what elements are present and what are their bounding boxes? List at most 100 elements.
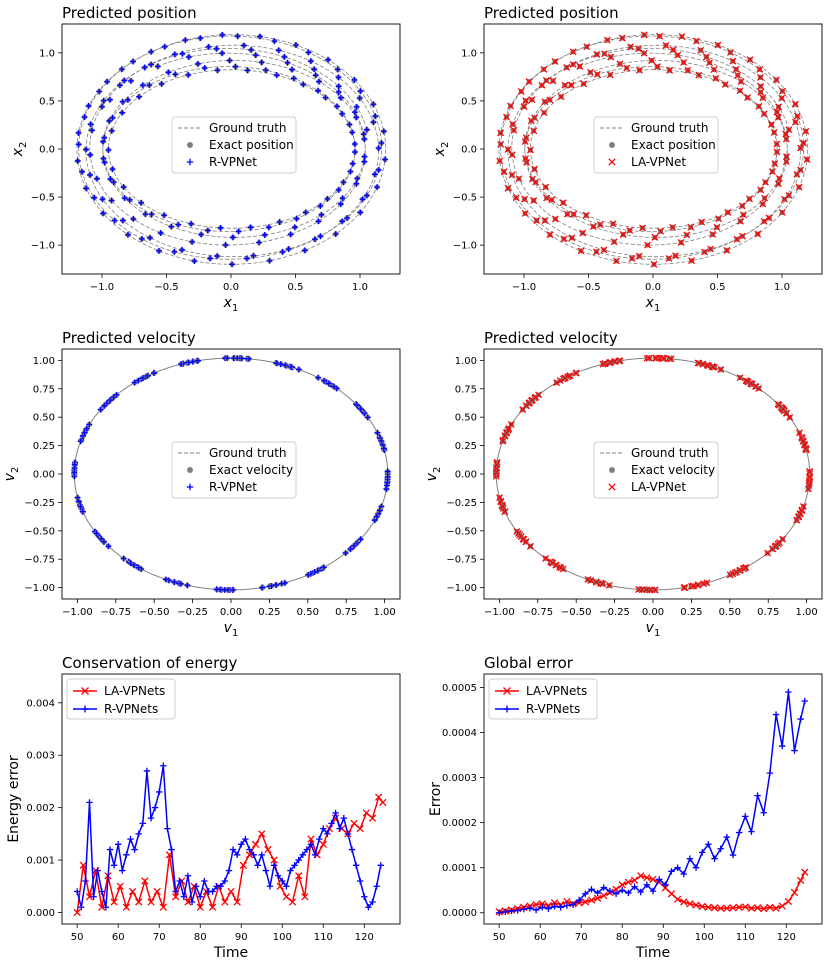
predicted-point (124, 231, 131, 238)
predicted-point (760, 217, 768, 225)
series-point (557, 904, 564, 911)
predicted-point (317, 233, 324, 240)
x-tick-label: 80 (194, 932, 207, 943)
x-tick-label: 110 (314, 932, 333, 943)
series-point (594, 889, 601, 897)
predicted-point (230, 586, 237, 593)
legend-label: R-VPNets (526, 702, 580, 716)
predicted-point (121, 77, 128, 84)
series-point (600, 884, 607, 891)
series-point (239, 861, 247, 869)
y-tick-label: 0.0001 (442, 863, 477, 874)
predicted-point (698, 218, 706, 226)
x-tick-label: −1.0 (90, 282, 114, 293)
legend: Ground truth Exact position R-VPNet (171, 116, 297, 174)
series-point (368, 814, 377, 822)
series-point (78, 904, 85, 911)
predicted-point (736, 217, 744, 225)
predicted-point (378, 139, 385, 146)
predicted-point (340, 179, 347, 186)
predicted-point (109, 166, 116, 173)
predicted-point (161, 212, 168, 219)
x-tick-label: 100 (273, 932, 292, 943)
series-point (717, 904, 725, 912)
predicted-point (221, 586, 228, 593)
predicted-point (305, 49, 312, 56)
predicted-point (359, 196, 366, 203)
series-point (315, 835, 323, 843)
series-point (539, 904, 546, 911)
predicted-point (289, 66, 296, 73)
predicted-point (335, 89, 342, 96)
predicted-point (717, 366, 725, 373)
predicted-point (188, 220, 195, 227)
legend-marker (609, 142, 615, 148)
predicted-point (713, 223, 721, 231)
predicted-point (335, 83, 342, 90)
predicted-point (146, 234, 153, 241)
y-tick-label: 0.001 (26, 856, 55, 867)
series-point (379, 798, 387, 807)
predicted-point (191, 257, 198, 264)
predicted-point (767, 121, 775, 128)
predicted-point (572, 369, 580, 377)
predicted-point (243, 255, 250, 262)
predicted-point (88, 127, 95, 134)
series-point (208, 903, 217, 911)
predicted-point (508, 171, 516, 179)
series-point (233, 898, 241, 906)
y-tick-label: 0.5 (39, 96, 55, 107)
predicted-point (742, 377, 750, 385)
predicted-point (531, 114, 539, 122)
y-axis-label: v2 (2, 467, 21, 482)
x-tick-label: −0.5 (576, 282, 600, 293)
predicted-point (771, 160, 779, 168)
predicted-point (79, 508, 86, 515)
predicted-point (285, 246, 292, 253)
legend: LA-VPNets R-VPNets (488, 678, 598, 720)
predicted-point (75, 129, 82, 136)
x-tick-label: 50 (493, 932, 506, 943)
series-point (254, 862, 261, 869)
y-tick-label: 0.75 (33, 384, 55, 395)
predicted-point (640, 31, 648, 39)
series-point (291, 862, 298, 869)
predicted-point (507, 102, 515, 110)
predicted-point (97, 406, 104, 413)
predicted-point (278, 580, 285, 587)
legend-marker (187, 467, 193, 473)
predicted-point (530, 127, 538, 135)
x-tick-label: 70 (575, 932, 588, 943)
predicted-point (106, 117, 113, 124)
panel-4: Predicted velocity −1.00 −0.75 −0.50 −0.25 0.… (424, 329, 823, 639)
series-point (270, 856, 278, 864)
predicted-point (135, 564, 142, 571)
predicted-point (496, 157, 504, 165)
ground-truth-curve (498, 34, 809, 265)
predicted-point (185, 71, 192, 78)
series-point (332, 809, 339, 817)
x-tick-label: −0.75 (100, 607, 131, 618)
predicted-point (77, 503, 84, 510)
predicted-point (161, 43, 168, 50)
legend-marker (503, 705, 511, 713)
predicted-point (182, 37, 189, 44)
predicted-point (228, 261, 235, 268)
legend-label: R-VPNet (209, 155, 257, 169)
predicted-point (522, 97, 530, 105)
legend-marker (187, 142, 193, 148)
predicted-point (279, 248, 286, 255)
series-point (295, 872, 303, 880)
predicted-point (560, 235, 568, 243)
predicted-point (83, 185, 90, 192)
predicted-point (723, 246, 731, 254)
predicted-point (759, 94, 767, 102)
series-point (680, 870, 687, 878)
predicted-point (185, 53, 192, 60)
y-tick-label: −1.00 (24, 583, 55, 594)
predicted-point (238, 355, 245, 362)
predicted-point (315, 374, 322, 381)
predicted-point (138, 199, 145, 206)
y-tick-label: 0.25 (455, 441, 477, 452)
series-point (85, 893, 94, 901)
